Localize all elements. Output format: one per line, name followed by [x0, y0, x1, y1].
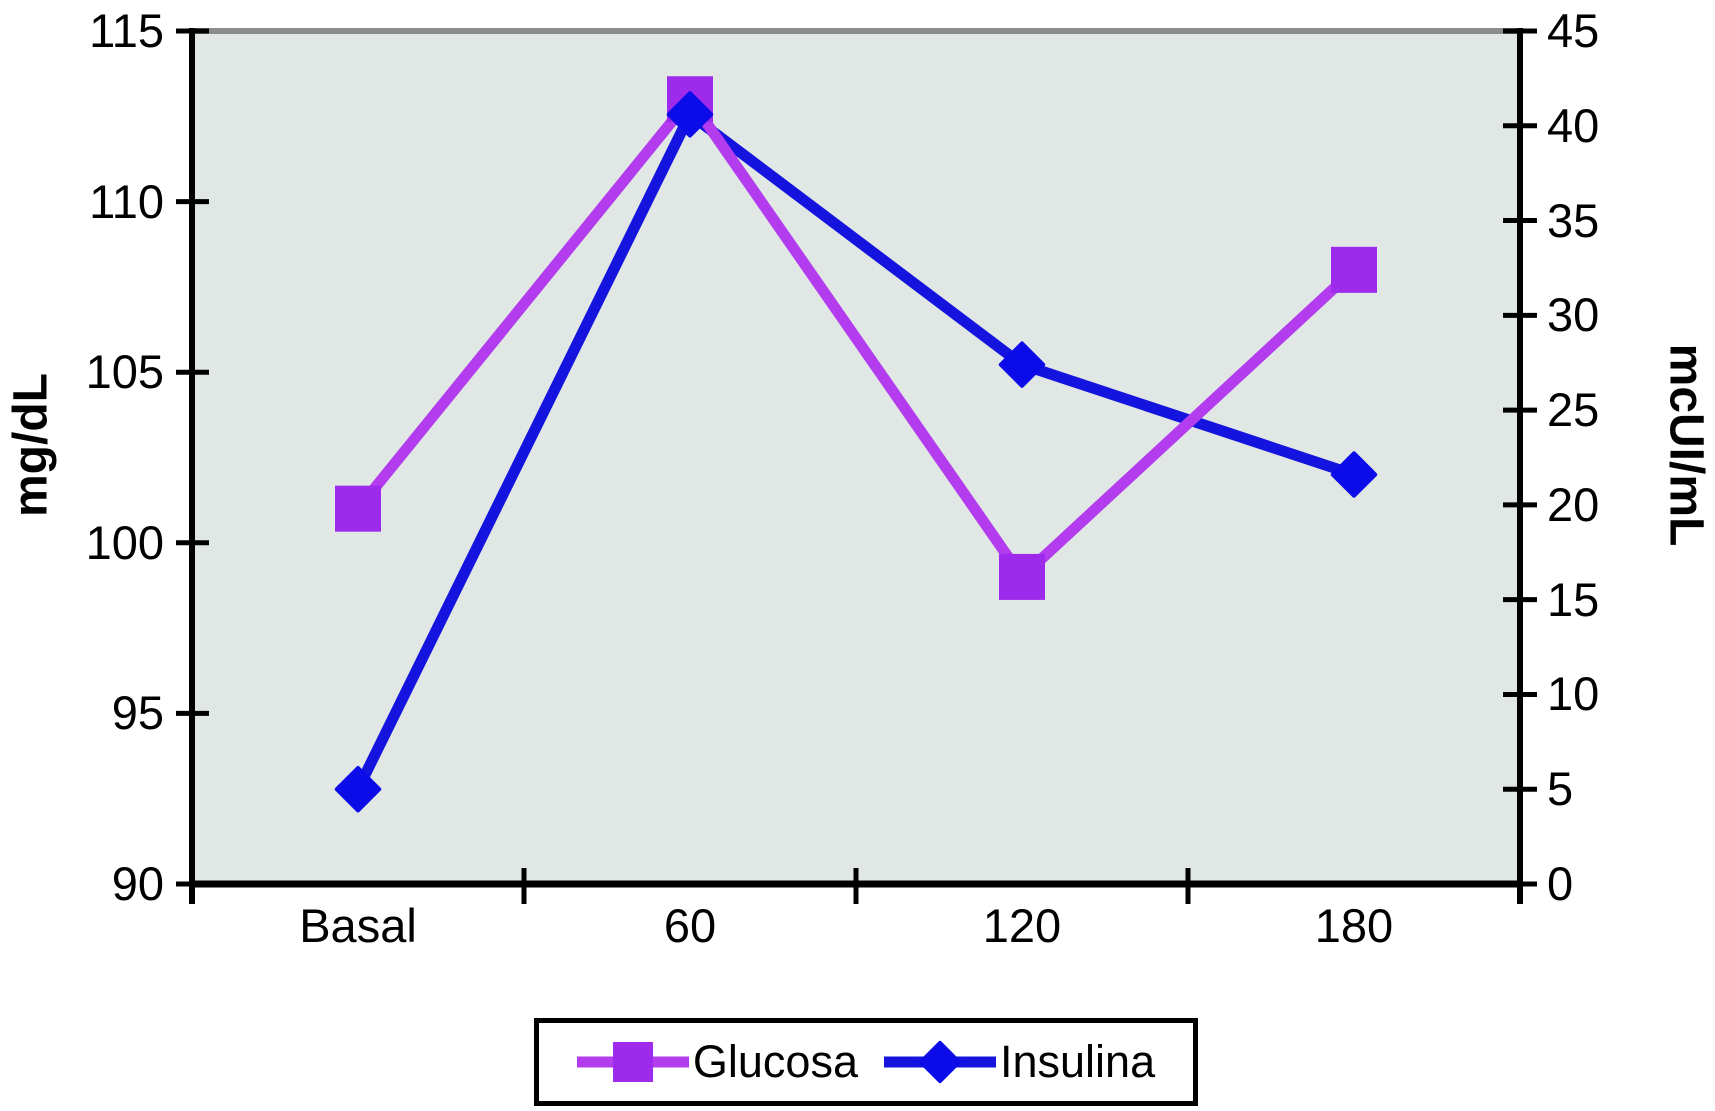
left-axis-tick-label: 95 — [111, 686, 164, 740]
right-axis-tick-label: 5 — [1547, 762, 1574, 816]
glucosa-line-square-icon — [576, 1042, 689, 1082]
right-axis-tick-label: 0 — [1547, 857, 1574, 910]
right-axis-title: mcUI/mL — [1659, 343, 1713, 547]
x-axis-category-label: 60 — [663, 899, 717, 952]
right-axis-tick-label: 20 — [1547, 477, 1600, 531]
left-axis-tick-label: 110 — [89, 174, 164, 228]
right-axis-tick-label: 10 — [1547, 667, 1600, 721]
right-axis-tick-label: 25 — [1547, 383, 1600, 437]
right-axis-tick-label: 40 — [1547, 98, 1600, 152]
right-axis-tick-label: 35 — [1547, 193, 1600, 247]
left-axis-tick-label: 115 — [89, 4, 164, 57]
right-axis-tick-label: 15 — [1547, 572, 1600, 626]
legend-label-glucosa: Glucosa — [692, 1036, 858, 1087]
x-axis-category-label: Basal — [299, 899, 417, 952]
legend-label-insulina: Insulina — [999, 1036, 1156, 1087]
legend: Glucosa Insulina — [534, 1018, 1198, 1106]
right-axis-tick-label: 30 — [1547, 288, 1600, 342]
right-axis-tick-label: 45 — [1547, 4, 1600, 57]
left-axis-tick-label: 105 — [85, 345, 164, 399]
x-axis-category-label: 120 — [982, 899, 1062, 952]
x-axis-category-label: 180 — [1314, 899, 1394, 952]
insulina-line-diamond-icon — [883, 1040, 996, 1084]
left-axis-tick-label: 90 — [111, 857, 164, 910]
left-axis-tick-label: 100 — [85, 515, 164, 569]
legend-item-insulina: Insulina — [883, 1036, 1156, 1088]
legend-item-glucosa: Glucosa — [576, 1036, 858, 1088]
